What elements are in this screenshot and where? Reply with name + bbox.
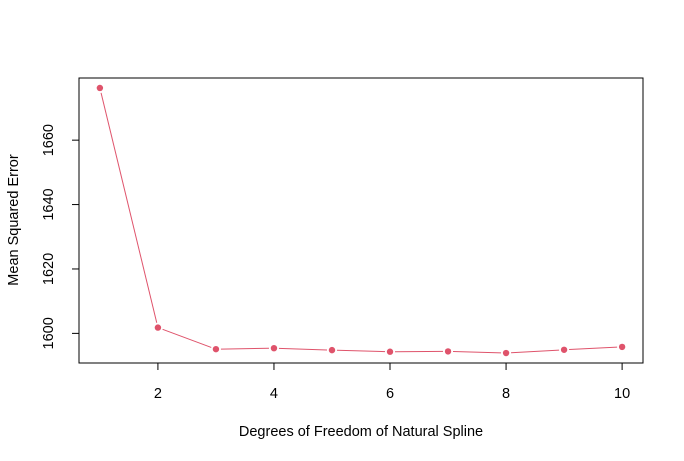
data-point bbox=[328, 346, 336, 354]
series-line-segment bbox=[453, 351, 502, 354]
series-line-segment bbox=[220, 347, 269, 350]
series-line-segment bbox=[278, 347, 328, 351]
x-axis: 2 4 6 8 10 bbox=[154, 362, 630, 402]
x-tick-label: 4 bbox=[270, 386, 278, 402]
data-point bbox=[502, 349, 510, 357]
x-tick-label: 10 bbox=[614, 386, 630, 402]
x-tick-label: 8 bbox=[502, 386, 510, 402]
data-point bbox=[618, 343, 626, 351]
series-line-segment bbox=[336, 349, 386, 353]
series-line-segment bbox=[162, 328, 212, 348]
y-tick-label: 1640 bbox=[41, 188, 57, 220]
y-tick-label: 1620 bbox=[41, 253, 57, 285]
data-point bbox=[96, 84, 104, 92]
series-layer bbox=[96, 84, 626, 357]
x-tick-label: 2 bbox=[154, 386, 162, 402]
data-point bbox=[154, 324, 162, 331]
plot-frame bbox=[78, 77, 644, 364]
series-line-segment bbox=[100, 92, 158, 323]
x-axis-label: Degrees of Freedom of Natural Spline bbox=[239, 424, 483, 440]
data-point bbox=[212, 345, 220, 353]
data-point bbox=[270, 344, 278, 352]
data-point bbox=[444, 348, 452, 355]
series-line-segment bbox=[511, 349, 560, 354]
y-tick-label: 1660 bbox=[41, 124, 57, 156]
x-tick-label: 6 bbox=[386, 386, 394, 402]
y-tick-label: 1600 bbox=[41, 317, 57, 349]
series-line-segment bbox=[569, 346, 618, 351]
y-axis-label: Mean Squared Error bbox=[6, 154, 22, 286]
data-point bbox=[560, 346, 568, 353]
data-point bbox=[386, 348, 394, 355]
y-axis: 1600 1620 1640 1660 bbox=[41, 124, 80, 350]
